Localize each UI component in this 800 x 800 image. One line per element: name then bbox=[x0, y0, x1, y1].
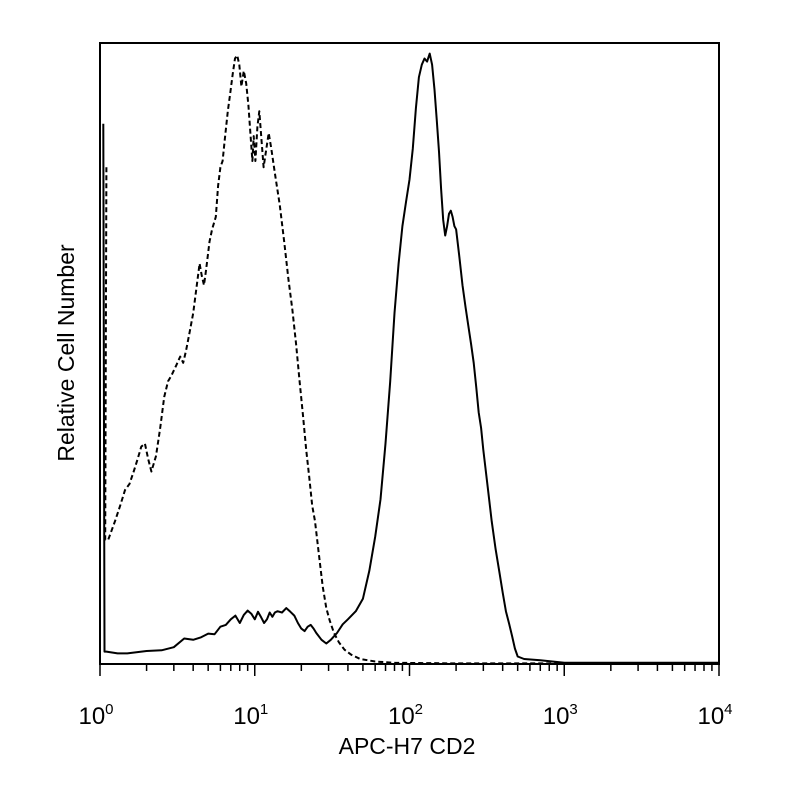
x-axis-ticks bbox=[99, 664, 720, 676]
series-line-dashed bbox=[104, 54, 719, 665]
x-tick-label: 104 bbox=[697, 701, 732, 730]
x-tick-exponent: 1 bbox=[260, 701, 268, 718]
series-layer bbox=[102, 52, 719, 665]
x-tick-label: 100 bbox=[78, 701, 113, 730]
x-tick-base: 10 bbox=[233, 703, 260, 730]
x-tick-label: 101 bbox=[233, 701, 268, 730]
series-line-solid bbox=[102, 52, 719, 664]
x-tick-base: 10 bbox=[78, 703, 105, 730]
y-axis-label: Relative Cell Number bbox=[53, 244, 79, 462]
x-tick-base: 10 bbox=[388, 703, 415, 730]
x-tick-exponent: 3 bbox=[569, 701, 577, 718]
x-tick-exponent: 4 bbox=[724, 701, 732, 718]
x-tick-label: 103 bbox=[543, 701, 578, 730]
x-tick-base: 10 bbox=[697, 703, 724, 730]
plot-frame bbox=[99, 42, 720, 665]
x-tick-label: 102 bbox=[388, 701, 423, 730]
x-tick-exponent: 0 bbox=[105, 701, 113, 718]
x-axis-tick-labels: 100 101 102 103 104 bbox=[78, 701, 732, 730]
x-tick-base: 10 bbox=[543, 703, 570, 730]
x-tick-exponent: 2 bbox=[415, 701, 423, 718]
x-axis-label: APC-H7 CD2 bbox=[339, 733, 476, 759]
